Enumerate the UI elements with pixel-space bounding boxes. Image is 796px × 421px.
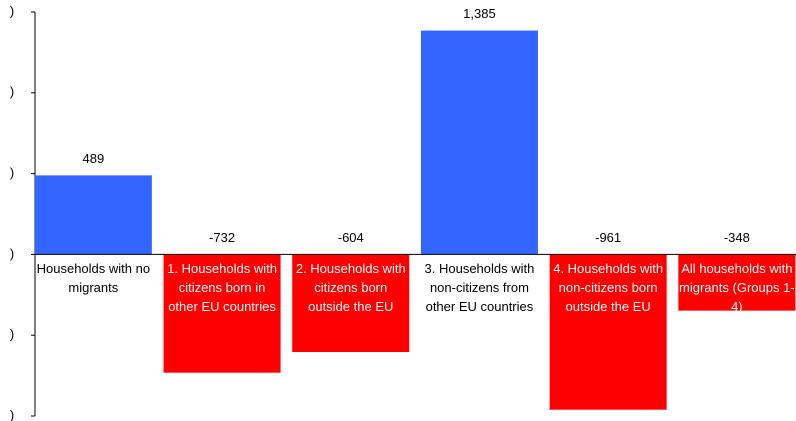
category-label: 4. Households with non-citizens born out… (553, 261, 664, 315)
data-label: -732 (209, 230, 235, 245)
category-label: 2. Households with citizens born outside… (295, 261, 406, 315)
bar (34, 175, 152, 255)
bar (163, 254, 281, 373)
data-label: -604 (338, 230, 364, 245)
y-tick-label: ) (10, 165, 14, 180)
y-tick-label: ) (10, 327, 14, 342)
data-label: -961 (595, 230, 621, 245)
category-label: 1. Households with citizens born in othe… (167, 261, 277, 315)
y-tick-label: ) (10, 84, 14, 99)
bar (292, 254, 410, 353)
bar (549, 254, 667, 410)
bar (678, 254, 796, 311)
y-tick-label: ) (10, 3, 14, 18)
data-label: -348 (724, 230, 750, 245)
category-label: Households with no migrants (36, 261, 151, 296)
category-label: All households with migrants (Groups 1-4… (679, 261, 795, 315)
bar (420, 30, 538, 255)
y-tick-label: ) (10, 246, 14, 261)
y-tick-label: ) (10, 407, 14, 421)
data-label: 1,385 (463, 6, 496, 21)
data-label: 489 (82, 151, 104, 166)
category-label: 3. Households with non-citizens from oth… (424, 261, 535, 315)
